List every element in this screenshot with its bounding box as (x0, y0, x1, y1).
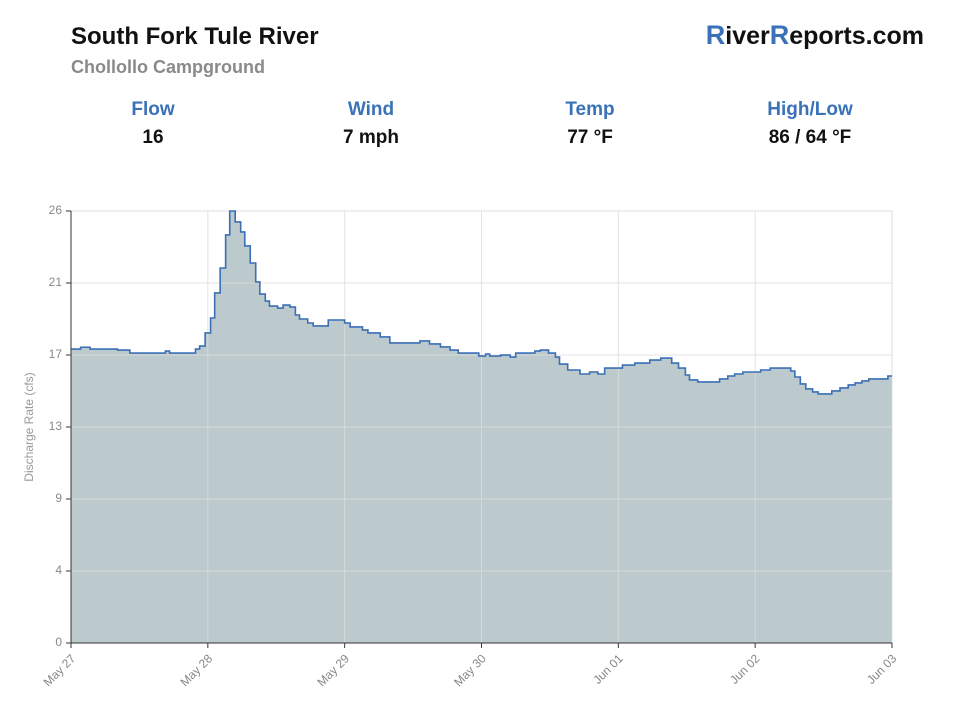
x-tick-label: May 28 (177, 651, 215, 689)
x-tick-label: May 29 (314, 651, 352, 689)
stat-value: 86 / 64 °F (769, 127, 852, 148)
y-tick-label: 0 (55, 635, 62, 649)
y-tick-label: 9 (55, 491, 62, 505)
stat-value: 77 °F (567, 127, 613, 148)
stat-label: Flow (131, 99, 174, 120)
x-tick-label: May 27 (41, 651, 79, 689)
y-tick-label: 13 (49, 419, 63, 433)
x-tick-label: May 30 (451, 651, 489, 689)
plot: 0 4 9 13 17 21 26 May 27 May 28 May 29 May 30 Jun 0… (22, 203, 900, 689)
logo-part: iver (725, 22, 770, 50)
stat-value: 7 mph (343, 127, 399, 148)
stats: Flow 16 Wind 7 mph Temp 77 °F High/Low 86 / 64 … (131, 99, 853, 148)
stat-label: High/Low (767, 99, 853, 120)
logo-part: eports.com (789, 22, 924, 50)
x-tick-label: Jun 01 (590, 651, 626, 687)
stat-label: Temp (565, 99, 614, 120)
flow-line (71, 210, 892, 395)
y-tick-label: 26 (49, 203, 63, 217)
stat-value: 16 (142, 127, 163, 148)
x-tick-label: Jun 03 (864, 651, 900, 687)
y-tick-label: 4 (55, 563, 62, 577)
y-axis-title: Discharge Rate (cfs) (22, 372, 36, 481)
stat-label: Wind (348, 99, 394, 120)
river-title: South Fork Tule River (71, 23, 319, 50)
logo-part: R (706, 20, 726, 50)
y-tick-label: 21 (49, 275, 63, 289)
location-subtitle: Chollollo Campground (71, 57, 265, 77)
x-tick-label: Jun 02 (727, 651, 763, 687)
y-tick-label: 17 (49, 347, 63, 361)
logo[interactable]: RiverReports.com (706, 20, 924, 50)
logo-part: R (770, 20, 790, 50)
